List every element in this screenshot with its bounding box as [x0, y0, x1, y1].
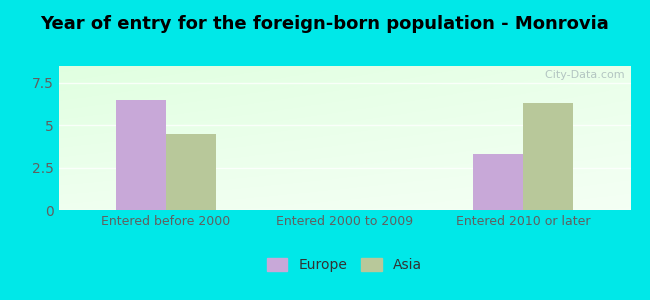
Bar: [473, 154, 523, 210]
Legend: Europe, Asia: Europe, Asia: [266, 258, 422, 272]
Text: City-Data.com: City-Data.com: [538, 70, 625, 80]
Bar: [523, 103, 573, 210]
Bar: [116, 100, 166, 210]
Bar: [166, 134, 216, 210]
Text: Year of entry for the foreign-born population - Monrovia: Year of entry for the foreign-born popul…: [40, 15, 610, 33]
